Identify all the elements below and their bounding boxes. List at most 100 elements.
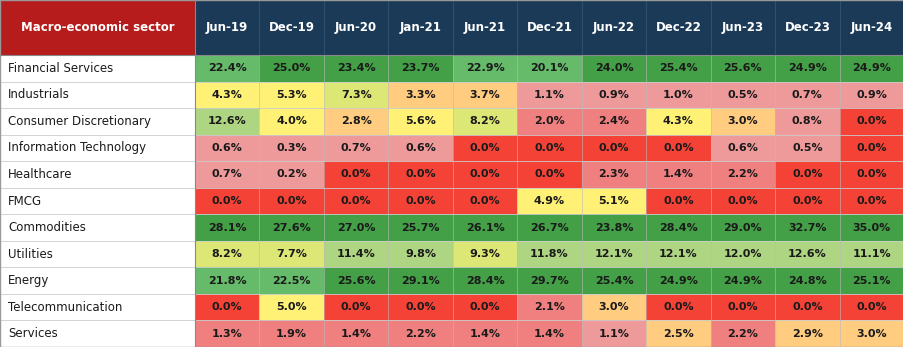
Bar (774, 188, 839, 214)
Bar (710, 55, 774, 82)
Bar (646, 0, 710, 55)
Text: 0.9%: 0.9% (855, 90, 886, 100)
Bar (259, 161, 323, 188)
Text: Dec-21: Dec-21 (526, 21, 572, 34)
Bar (452, 161, 517, 188)
Text: 2.2%: 2.2% (405, 329, 435, 339)
Text: 0.0%: 0.0% (340, 196, 371, 206)
Bar (388, 214, 452, 241)
Text: 4.9%: 4.9% (534, 196, 564, 206)
Bar (452, 82, 517, 108)
Text: Energy: Energy (8, 274, 50, 287)
Text: Jun-23: Jun-23 (721, 21, 763, 34)
Text: 0.5%: 0.5% (791, 143, 822, 153)
Bar (646, 268, 710, 294)
Bar (517, 294, 582, 321)
Bar (0, 82, 195, 108)
Bar (582, 188, 646, 214)
Text: 2.1%: 2.1% (534, 302, 564, 312)
Bar (774, 241, 839, 268)
Text: 32.7%: 32.7% (787, 222, 825, 232)
Text: 1.9%: 1.9% (276, 329, 307, 339)
Text: Services: Services (8, 327, 58, 340)
Bar (517, 135, 582, 161)
Text: 5.0%: 5.0% (276, 302, 307, 312)
Bar (646, 241, 710, 268)
Text: 25.6%: 25.6% (337, 276, 375, 286)
Bar (774, 268, 839, 294)
Text: 11.8%: 11.8% (529, 249, 568, 259)
Text: 25.6%: 25.6% (722, 63, 761, 73)
Text: Dec-19: Dec-19 (268, 21, 314, 34)
Text: 0.0%: 0.0% (405, 196, 435, 206)
Bar (195, 268, 259, 294)
Bar (388, 188, 452, 214)
Bar (0, 161, 195, 188)
Text: 28.4%: 28.4% (465, 276, 504, 286)
Bar (259, 188, 323, 214)
Text: 12.0%: 12.0% (722, 249, 761, 259)
Bar (323, 161, 388, 188)
Bar (839, 214, 903, 241)
Bar (259, 294, 323, 321)
Text: Jun-24: Jun-24 (850, 21, 892, 34)
Bar (710, 214, 774, 241)
Bar (259, 55, 323, 82)
Bar (582, 321, 646, 347)
Text: Jun-21: Jun-21 (463, 21, 506, 34)
Text: 0.6%: 0.6% (727, 143, 758, 153)
Text: FMCG: FMCG (8, 195, 42, 208)
Text: 0.0%: 0.0% (855, 169, 886, 179)
Text: Consumer Discretionary: Consumer Discretionary (8, 115, 151, 128)
Text: 1.4%: 1.4% (534, 329, 564, 339)
Text: 28.1%: 28.1% (208, 222, 247, 232)
Text: 4.0%: 4.0% (276, 116, 307, 126)
Bar (646, 188, 710, 214)
Bar (582, 294, 646, 321)
Text: 0.0%: 0.0% (340, 302, 371, 312)
Bar (582, 135, 646, 161)
Bar (774, 214, 839, 241)
Text: 20.1%: 20.1% (530, 63, 568, 73)
Text: 26.7%: 26.7% (529, 222, 568, 232)
Text: 22.4%: 22.4% (208, 63, 247, 73)
Text: 29.7%: 29.7% (529, 276, 568, 286)
Bar (839, 294, 903, 321)
Text: 22.9%: 22.9% (465, 63, 504, 73)
Bar (839, 188, 903, 214)
Text: 23.7%: 23.7% (401, 63, 440, 73)
Bar (774, 55, 839, 82)
Text: 11.1%: 11.1% (852, 249, 890, 259)
Bar (452, 214, 517, 241)
Bar (646, 135, 710, 161)
Bar (195, 135, 259, 161)
Bar (323, 108, 388, 135)
Bar (323, 82, 388, 108)
Bar (710, 268, 774, 294)
Bar (839, 268, 903, 294)
Bar (388, 0, 452, 55)
Text: 29.1%: 29.1% (401, 276, 440, 286)
Bar (646, 82, 710, 108)
Bar (388, 82, 452, 108)
Text: 0.0%: 0.0% (855, 143, 886, 153)
Text: 0.0%: 0.0% (598, 143, 628, 153)
Bar (259, 241, 323, 268)
Bar (646, 161, 710, 188)
Bar (582, 82, 646, 108)
Bar (839, 161, 903, 188)
Bar (839, 82, 903, 108)
Text: 2.8%: 2.8% (340, 116, 371, 126)
Text: 24.9%: 24.9% (658, 276, 697, 286)
Text: 2.5%: 2.5% (662, 329, 693, 339)
Bar (0, 294, 195, 321)
Text: 0.0%: 0.0% (470, 196, 499, 206)
Bar (0, 241, 195, 268)
Bar (646, 294, 710, 321)
Text: 2.2%: 2.2% (727, 169, 758, 179)
Text: 2.0%: 2.0% (534, 116, 564, 126)
Bar (517, 188, 582, 214)
Bar (839, 241, 903, 268)
Text: 0.0%: 0.0% (470, 169, 499, 179)
Bar (839, 55, 903, 82)
